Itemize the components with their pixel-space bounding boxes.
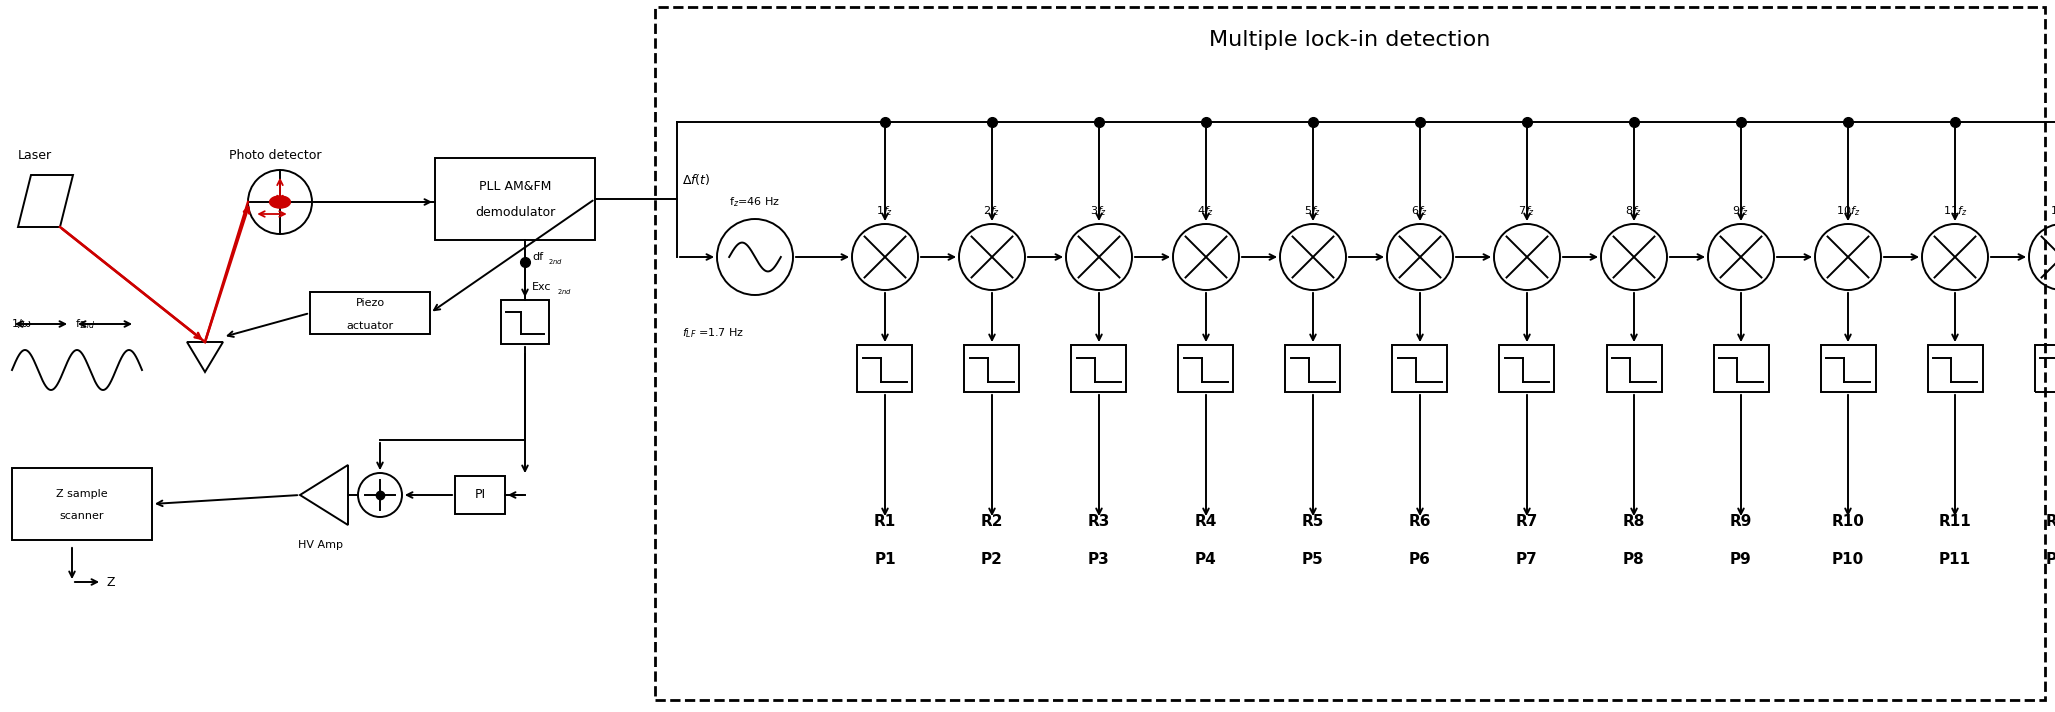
Text: HV Amp: HV Amp bbox=[298, 540, 343, 550]
Text: demodulator: demodulator bbox=[475, 206, 555, 219]
Text: $_{2nd}$: $_{2nd}$ bbox=[557, 287, 571, 297]
Bar bbox=[1607, 345, 1662, 392]
Bar bbox=[501, 300, 549, 344]
Text: R6: R6 bbox=[1410, 514, 1430, 529]
Text: P5: P5 bbox=[1303, 552, 1323, 567]
Text: PLL AM&FM: PLL AM&FM bbox=[479, 181, 551, 194]
Text: PI: PI bbox=[475, 488, 485, 501]
Text: $\mathit{5f_z}$: $\mathit{5f_z}$ bbox=[1305, 204, 1321, 218]
Bar bbox=[436, 158, 596, 240]
Text: P4: P4 bbox=[1196, 552, 1217, 567]
Text: R7: R7 bbox=[1517, 514, 1539, 529]
Text: R1: R1 bbox=[873, 514, 896, 529]
Text: $\mathit{3f_z}$: $\mathit{3f_z}$ bbox=[1091, 204, 1108, 218]
Bar bbox=[1714, 345, 1769, 392]
Text: P1: P1 bbox=[873, 552, 896, 567]
Bar bbox=[857, 345, 912, 392]
Text: R5: R5 bbox=[1301, 514, 1323, 529]
Text: R9: R9 bbox=[1730, 514, 1753, 529]
Text: $f_{LF}$ =1.7 Hz: $f_{LF}$ =1.7 Hz bbox=[682, 326, 744, 340]
Text: P9: P9 bbox=[1730, 552, 1751, 567]
Bar bbox=[1286, 345, 1340, 392]
Text: $\mathit{4f_z}$: $\mathit{4f_z}$ bbox=[1198, 204, 1215, 218]
Text: R3: R3 bbox=[1087, 514, 1110, 529]
Bar bbox=[1071, 345, 1126, 392]
Text: P12: P12 bbox=[2047, 552, 2055, 567]
Text: P7: P7 bbox=[1517, 552, 1537, 567]
Bar bbox=[2034, 345, 2055, 392]
Text: f$_z$=46 Hz: f$_z$=46 Hz bbox=[730, 195, 781, 209]
Text: P2: P2 bbox=[980, 552, 1003, 567]
Text: P11: P11 bbox=[1940, 552, 1971, 567]
Text: Multiple lock-in detection: Multiple lock-in detection bbox=[1208, 30, 1490, 50]
Text: Photo detector: Photo detector bbox=[228, 149, 321, 162]
Bar bbox=[12, 468, 152, 540]
Bar bbox=[1821, 345, 1876, 392]
Text: Piezo: Piezo bbox=[356, 298, 384, 308]
Text: $\Delta f(t)$: $\Delta f(t)$ bbox=[682, 172, 711, 187]
Bar bbox=[310, 292, 429, 334]
Text: $\mathit{7f_z}$: $\mathit{7f_z}$ bbox=[1519, 204, 1535, 218]
Text: $\mathit{9f_z}$: $\mathit{9f_z}$ bbox=[1732, 204, 1749, 218]
Bar bbox=[454, 476, 506, 514]
Text: $\mathit{2f_z}$: $\mathit{2f_z}$ bbox=[984, 204, 1001, 218]
Bar bbox=[964, 345, 1019, 392]
Text: f$_{2nd}$: f$_{2nd}$ bbox=[74, 317, 97, 331]
Bar bbox=[1393, 345, 1447, 392]
Text: $_{2nd}$: $_{2nd}$ bbox=[549, 257, 563, 267]
Text: R4: R4 bbox=[1194, 514, 1217, 529]
Text: P10: P10 bbox=[1831, 552, 1864, 567]
Text: P8: P8 bbox=[1623, 552, 1644, 567]
Text: Exc: Exc bbox=[532, 282, 551, 292]
Bar bbox=[1178, 345, 1233, 392]
Text: $\mathit{1f_z}$: $\mathit{1f_z}$ bbox=[875, 204, 894, 218]
Bar bbox=[656, 7, 2045, 700]
Text: R11: R11 bbox=[1938, 514, 1971, 529]
Text: $\mathit{11f_z}$: $\mathit{11f_z}$ bbox=[1942, 204, 1967, 218]
Text: Laser: Laser bbox=[18, 149, 51, 162]
Bar bbox=[1500, 345, 1554, 392]
Text: scanner: scanner bbox=[60, 511, 105, 521]
Bar bbox=[1928, 345, 1983, 392]
Text: $\mathit{10f_z}$: $\mathit{10f_z}$ bbox=[1835, 204, 1860, 218]
Ellipse shape bbox=[269, 196, 290, 208]
Text: R8: R8 bbox=[1623, 514, 1646, 529]
Text: R10: R10 bbox=[1831, 514, 1864, 529]
Text: 1/ω: 1/ω bbox=[12, 319, 33, 329]
Text: Z sample: Z sample bbox=[55, 489, 107, 499]
Text: R2: R2 bbox=[980, 514, 1003, 529]
Text: actuator: actuator bbox=[347, 321, 395, 331]
Text: $\mathit{12f_z}$: $\mathit{12f_z}$ bbox=[2049, 204, 2055, 218]
Text: $\mathit{8f_z}$: $\mathit{8f_z}$ bbox=[1626, 204, 1642, 218]
Text: P3: P3 bbox=[1089, 552, 1110, 567]
Text: df: df bbox=[532, 252, 543, 262]
Text: P6: P6 bbox=[1410, 552, 1430, 567]
Text: $\mathit{6f_z}$: $\mathit{6f_z}$ bbox=[1412, 204, 1428, 218]
Text: Z: Z bbox=[107, 575, 115, 589]
Text: R12: R12 bbox=[2045, 514, 2055, 529]
